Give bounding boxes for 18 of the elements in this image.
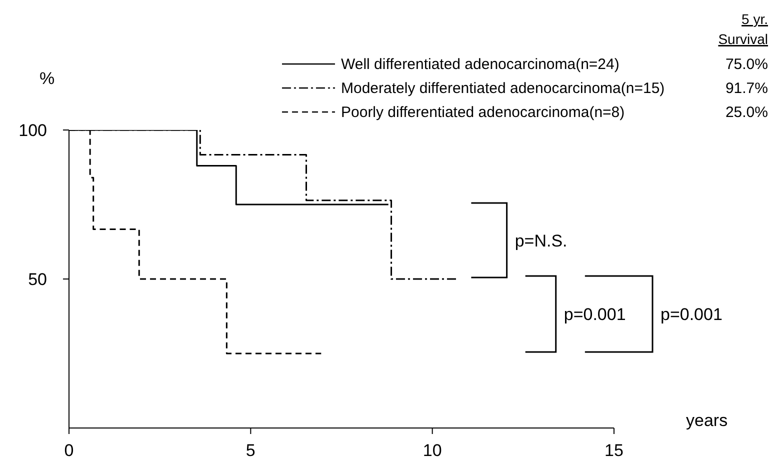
- x-tick-label: 15: [604, 441, 624, 460]
- legend-label: Well differentiated adenocarcinoma(n=24): [341, 56, 620, 73]
- y-tick-label: 100: [18, 121, 47, 140]
- x-axis-title: years: [686, 411, 728, 430]
- x-tick-label: 10: [422, 441, 442, 460]
- text: 91.7%: [725, 80, 768, 97]
- text: 75.0%: [725, 56, 768, 73]
- text: 25.0%: [725, 104, 768, 121]
- legend-label: Moderately differentiated adenocarcinoma(n=15): [341, 80, 665, 97]
- text: p=0.001: [660, 305, 722, 324]
- legend-label: Poorly differentiated adenocarcinoma(n=8): [341, 104, 625, 121]
- x-tick-label: 0: [64, 441, 74, 460]
- text: 5 yr. Survival: [718, 11, 768, 47]
- x-tick-label: 5: [246, 441, 256, 460]
- y-axis-title: %: [39, 69, 55, 88]
- annotation: p=0.001: [564, 305, 626, 324]
- y-tick-label: 50: [28, 270, 47, 290]
- annotation: p=N.S.: [514, 231, 568, 250]
